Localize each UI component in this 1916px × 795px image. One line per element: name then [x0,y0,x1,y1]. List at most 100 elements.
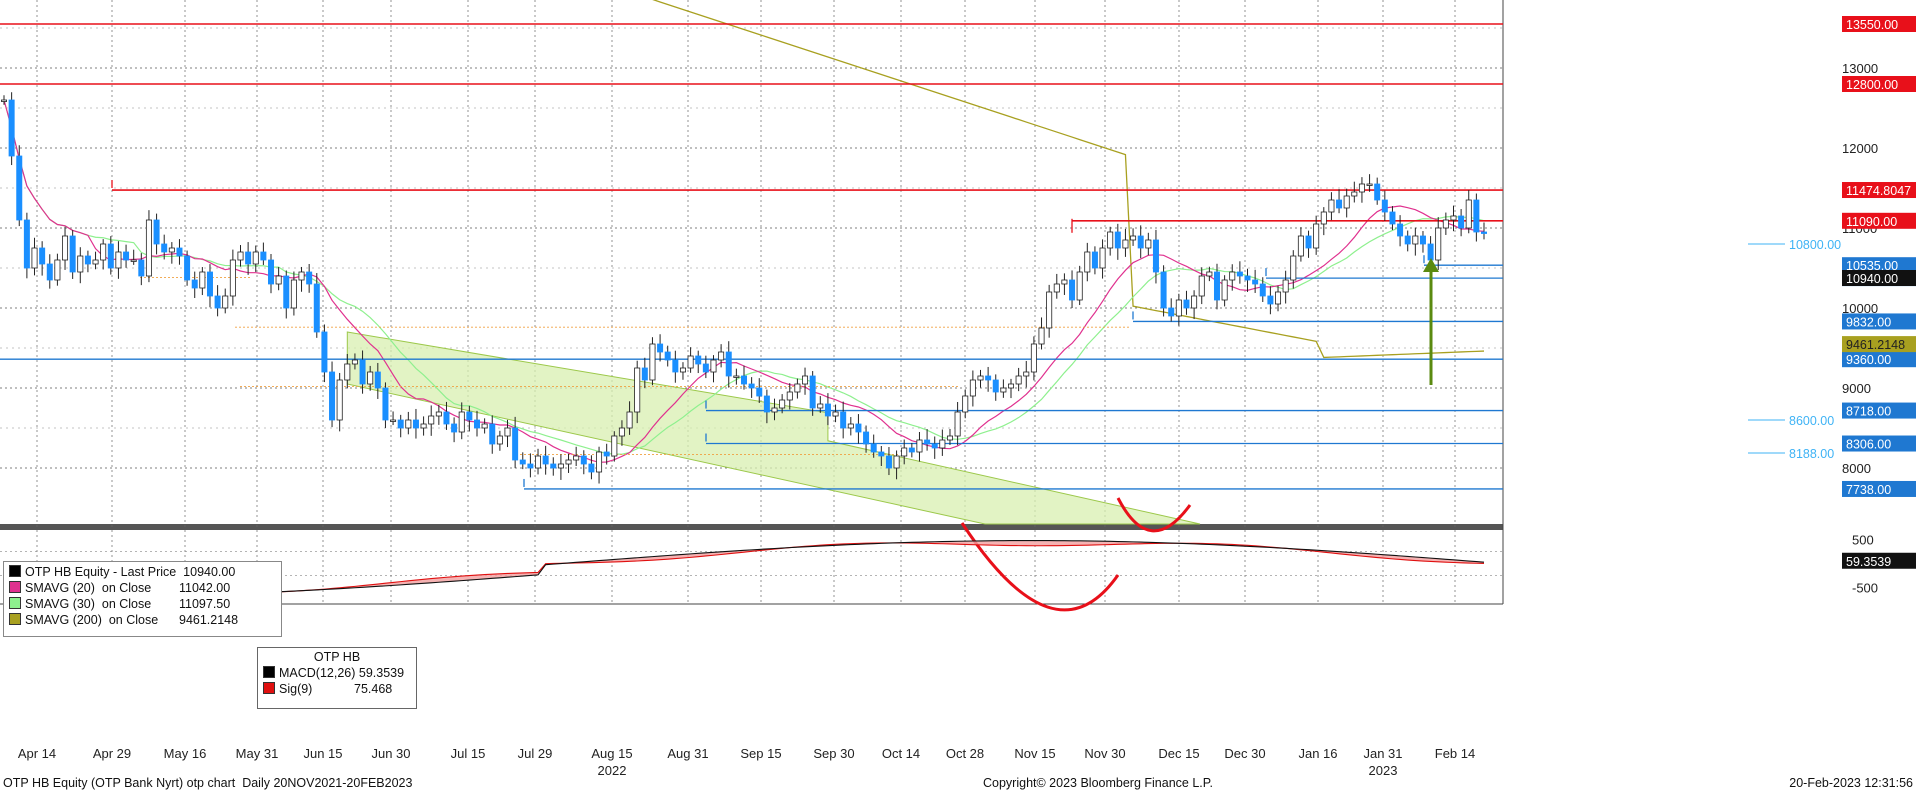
candle-body [1412,235,1419,245]
candle-body [870,443,877,453]
legend-swatch [9,565,21,577]
candle-body [1122,239,1129,249]
candle-body [8,99,15,157]
x-tick-label: Apr 14 [18,746,56,761]
candle-body [1275,291,1282,305]
candle-body [954,411,961,437]
candle-body [100,243,107,261]
candle-body [1069,279,1076,301]
candle-body [550,463,557,469]
candle-body [138,259,145,277]
candle-body [77,255,84,273]
macd-value-tag-bg [1842,552,1916,569]
level-tag: 11090.00 [1846,215,1897,229]
candle-body [1313,223,1320,249]
candle-body [779,399,786,409]
candle-body [351,359,358,365]
candle-body [382,387,389,421]
candle-body [573,455,580,461]
candle-body [298,271,305,281]
macd-tick-label: -500 [1852,581,1878,596]
candle-body [1381,199,1388,213]
candle-body [466,411,473,421]
candle-body [1366,183,1373,186]
candle-body [649,343,656,381]
candle-body [1267,295,1274,305]
candle-body [1389,211,1396,225]
candle-body [1252,279,1259,285]
level-tag-bg [1842,313,1916,330]
level-tag-bg [1842,480,1916,497]
candle-body [92,259,99,265]
candle-body [1183,299,1190,309]
candle-body [1397,223,1404,237]
candle-body [985,375,992,381]
candle-body [901,447,908,457]
x-tick-label: Oct 28 [946,746,984,761]
legend-item-signal: Sig(9) 75.468 [263,682,392,697]
candle-body [1000,387,1007,393]
candle-body [275,275,282,285]
level-note: 8600.00 [1789,414,1834,428]
candle-body [969,379,976,397]
x-tick-label: Aug 15 [591,746,632,761]
candle-body [1137,235,1144,249]
level-tag-bg [1842,76,1916,92]
candle-body [1152,239,1159,273]
candle-body [115,251,122,269]
candle-body [763,395,770,413]
candle-body [168,247,175,253]
legend-item-sma30: SMAVG (30) on Close 11097.50 [9,597,230,612]
candle-body [809,375,816,409]
level-tag: 7738.00 [1846,483,1891,497]
macd-tick-label: 500 [1852,533,1874,548]
level-tag-bg [1842,402,1916,419]
x-tick-label: May 16 [164,746,207,761]
legend-swatch [9,597,21,609]
footer-timestamp: 20-Feb-2023 12:31:56 [1789,776,1913,790]
candle-body [229,259,236,297]
candle-body [1221,279,1228,301]
last-price-tag-bg [1842,270,1916,286]
candle-body [412,419,419,429]
level-note: 8188.00 [1789,447,1834,461]
candle-body [206,271,213,297]
candle-body [268,259,275,285]
candle-body [130,259,137,262]
macd-legend-title: OTP HB [313,650,361,664]
candle-body [1358,183,1365,193]
candle-body [1008,383,1015,389]
candle-body [1336,199,1343,209]
candle-body [1198,275,1205,297]
candle-body [359,359,366,385]
candle-body [1168,307,1175,317]
candle-body [977,375,984,381]
candle-body [1229,271,1236,281]
candle-body [718,351,725,361]
candle-body [1297,235,1304,257]
candle-body [657,343,664,353]
x-tick-label: May 31 [236,746,279,761]
candle-body [885,455,892,469]
candle-body [519,459,526,465]
candle-body [1236,271,1243,277]
last-price-tag: 10940.00 [1846,272,1898,286]
candle-body [786,391,793,401]
candle-body [1320,211,1327,225]
candle-body [1244,275,1251,281]
candle-body [1328,199,1335,213]
candle-body [199,271,206,289]
candle-body [46,263,53,281]
candle-body [1213,271,1220,301]
candle-body [939,439,946,449]
candle-body [847,423,854,429]
level-tag: 9832.00 [1846,315,1891,329]
candle-body [1091,251,1098,269]
candle-body [321,331,328,373]
x-tick-label: Aug 31 [667,746,708,761]
level-tag-bg [1842,212,1916,229]
candle-body [451,423,458,433]
candle-body [824,403,831,417]
candle-body [908,447,915,453]
level-tag: 9360.00 [1846,353,1891,367]
